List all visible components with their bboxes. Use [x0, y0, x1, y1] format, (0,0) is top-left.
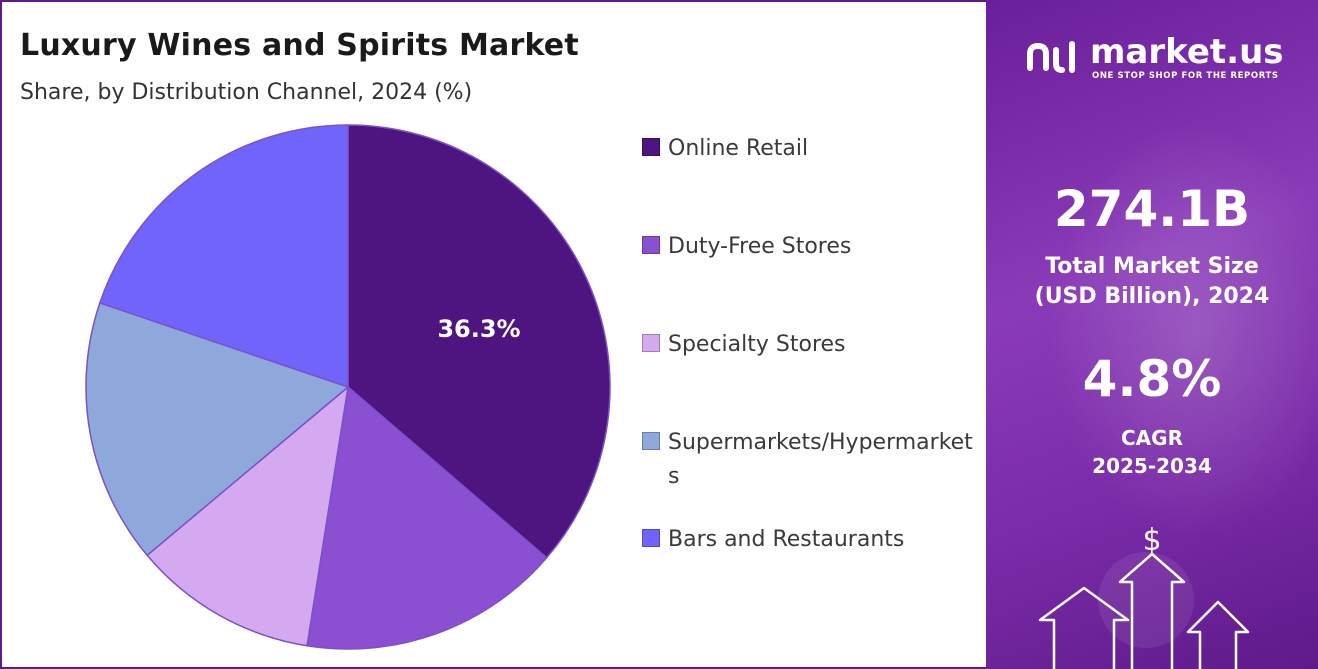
logo-mark-icon — [1027, 41, 1075, 73]
market-size-label-line2: (USD Billion), 2024 — [1034, 284, 1270, 309]
legend-item-online-retail: Online Retail — [642, 132, 978, 166]
cagr-label: CAGR 2025-2034 — [986, 424, 1318, 480]
pie-chart: 36.3% — [85, 124, 611, 650]
legend-label: Duty-Free Stores — [668, 234, 852, 259]
legend-item-bars-and-restaurants: Bars and Restaurants — [642, 523, 978, 557]
growth-arrows-icon: $ — [1038, 523, 1250, 669]
market-size-value: 274.1B — [1053, 180, 1251, 238]
legend-item-duty-free-stores: Duty-Free Stores — [642, 230, 978, 264]
cagr-value: 4.8% — [1082, 350, 1222, 408]
legend-swatch — [642, 236, 660, 254]
pie-data-label: 36.3% — [437, 315, 520, 343]
chart-subtitle: Share, by Distribution Channel, 2024 (%) — [20, 80, 473, 105]
cagr-label-line2: 2025-2034 — [1092, 454, 1212, 478]
summary-sidebar: market.us ONE STOP SHOP FOR THE REPORTS … — [986, 0, 1318, 669]
dollar-icon: $ — [1142, 523, 1161, 558]
pie-slice-bars-and-restaurants — [98, 124, 349, 389]
legend-label: Specialty Stores — [668, 332, 846, 357]
legend-label: Supermarkets/Hypermarkets — [668, 430, 973, 489]
brand-tagline: ONE STOP SHOP FOR THE REPORTS — [1092, 71, 1279, 81]
brand-name: market.us — [1090, 32, 1284, 72]
legend-label: Online Retail — [668, 136, 809, 161]
cagr-label-line1: CAGR — [1121, 426, 1183, 450]
market-size-label-line1: Total Market Size — [1045, 254, 1259, 279]
legend-item-supermarkets-hypermarkets: Supermarkets/Hypermarkets — [642, 426, 978, 494]
pie-slice-specialty-stores — [146, 385, 350, 647]
legend-label: Bars and Restaurants — [668, 527, 905, 552]
legend-swatch — [642, 334, 660, 352]
pie-slice-online-retail — [347, 124, 611, 559]
legend-swatch — [642, 432, 660, 450]
legend: Online Retail Duty-Free Stores Specialty… — [642, 2, 982, 662]
pie-slice-supermarkets-hypermarkets — [85, 301, 350, 557]
chart-title: Luxury Wines and Spirits Market — [20, 28, 579, 63]
legend-item-specialty-stores: Specialty Stores — [642, 328, 978, 362]
legend-swatch — [642, 529, 660, 547]
pie-slice-duty-free-stores — [306, 385, 548, 650]
market-us-logo: market.us ONE STOP SHOP FOR THE REPORTS — [1026, 32, 1296, 88]
sidebar-glow — [1046, 120, 1318, 540]
market-size-label: Total Market Size (USD Billion), 2024 — [986, 252, 1318, 312]
legend-swatch — [642, 138, 660, 156]
